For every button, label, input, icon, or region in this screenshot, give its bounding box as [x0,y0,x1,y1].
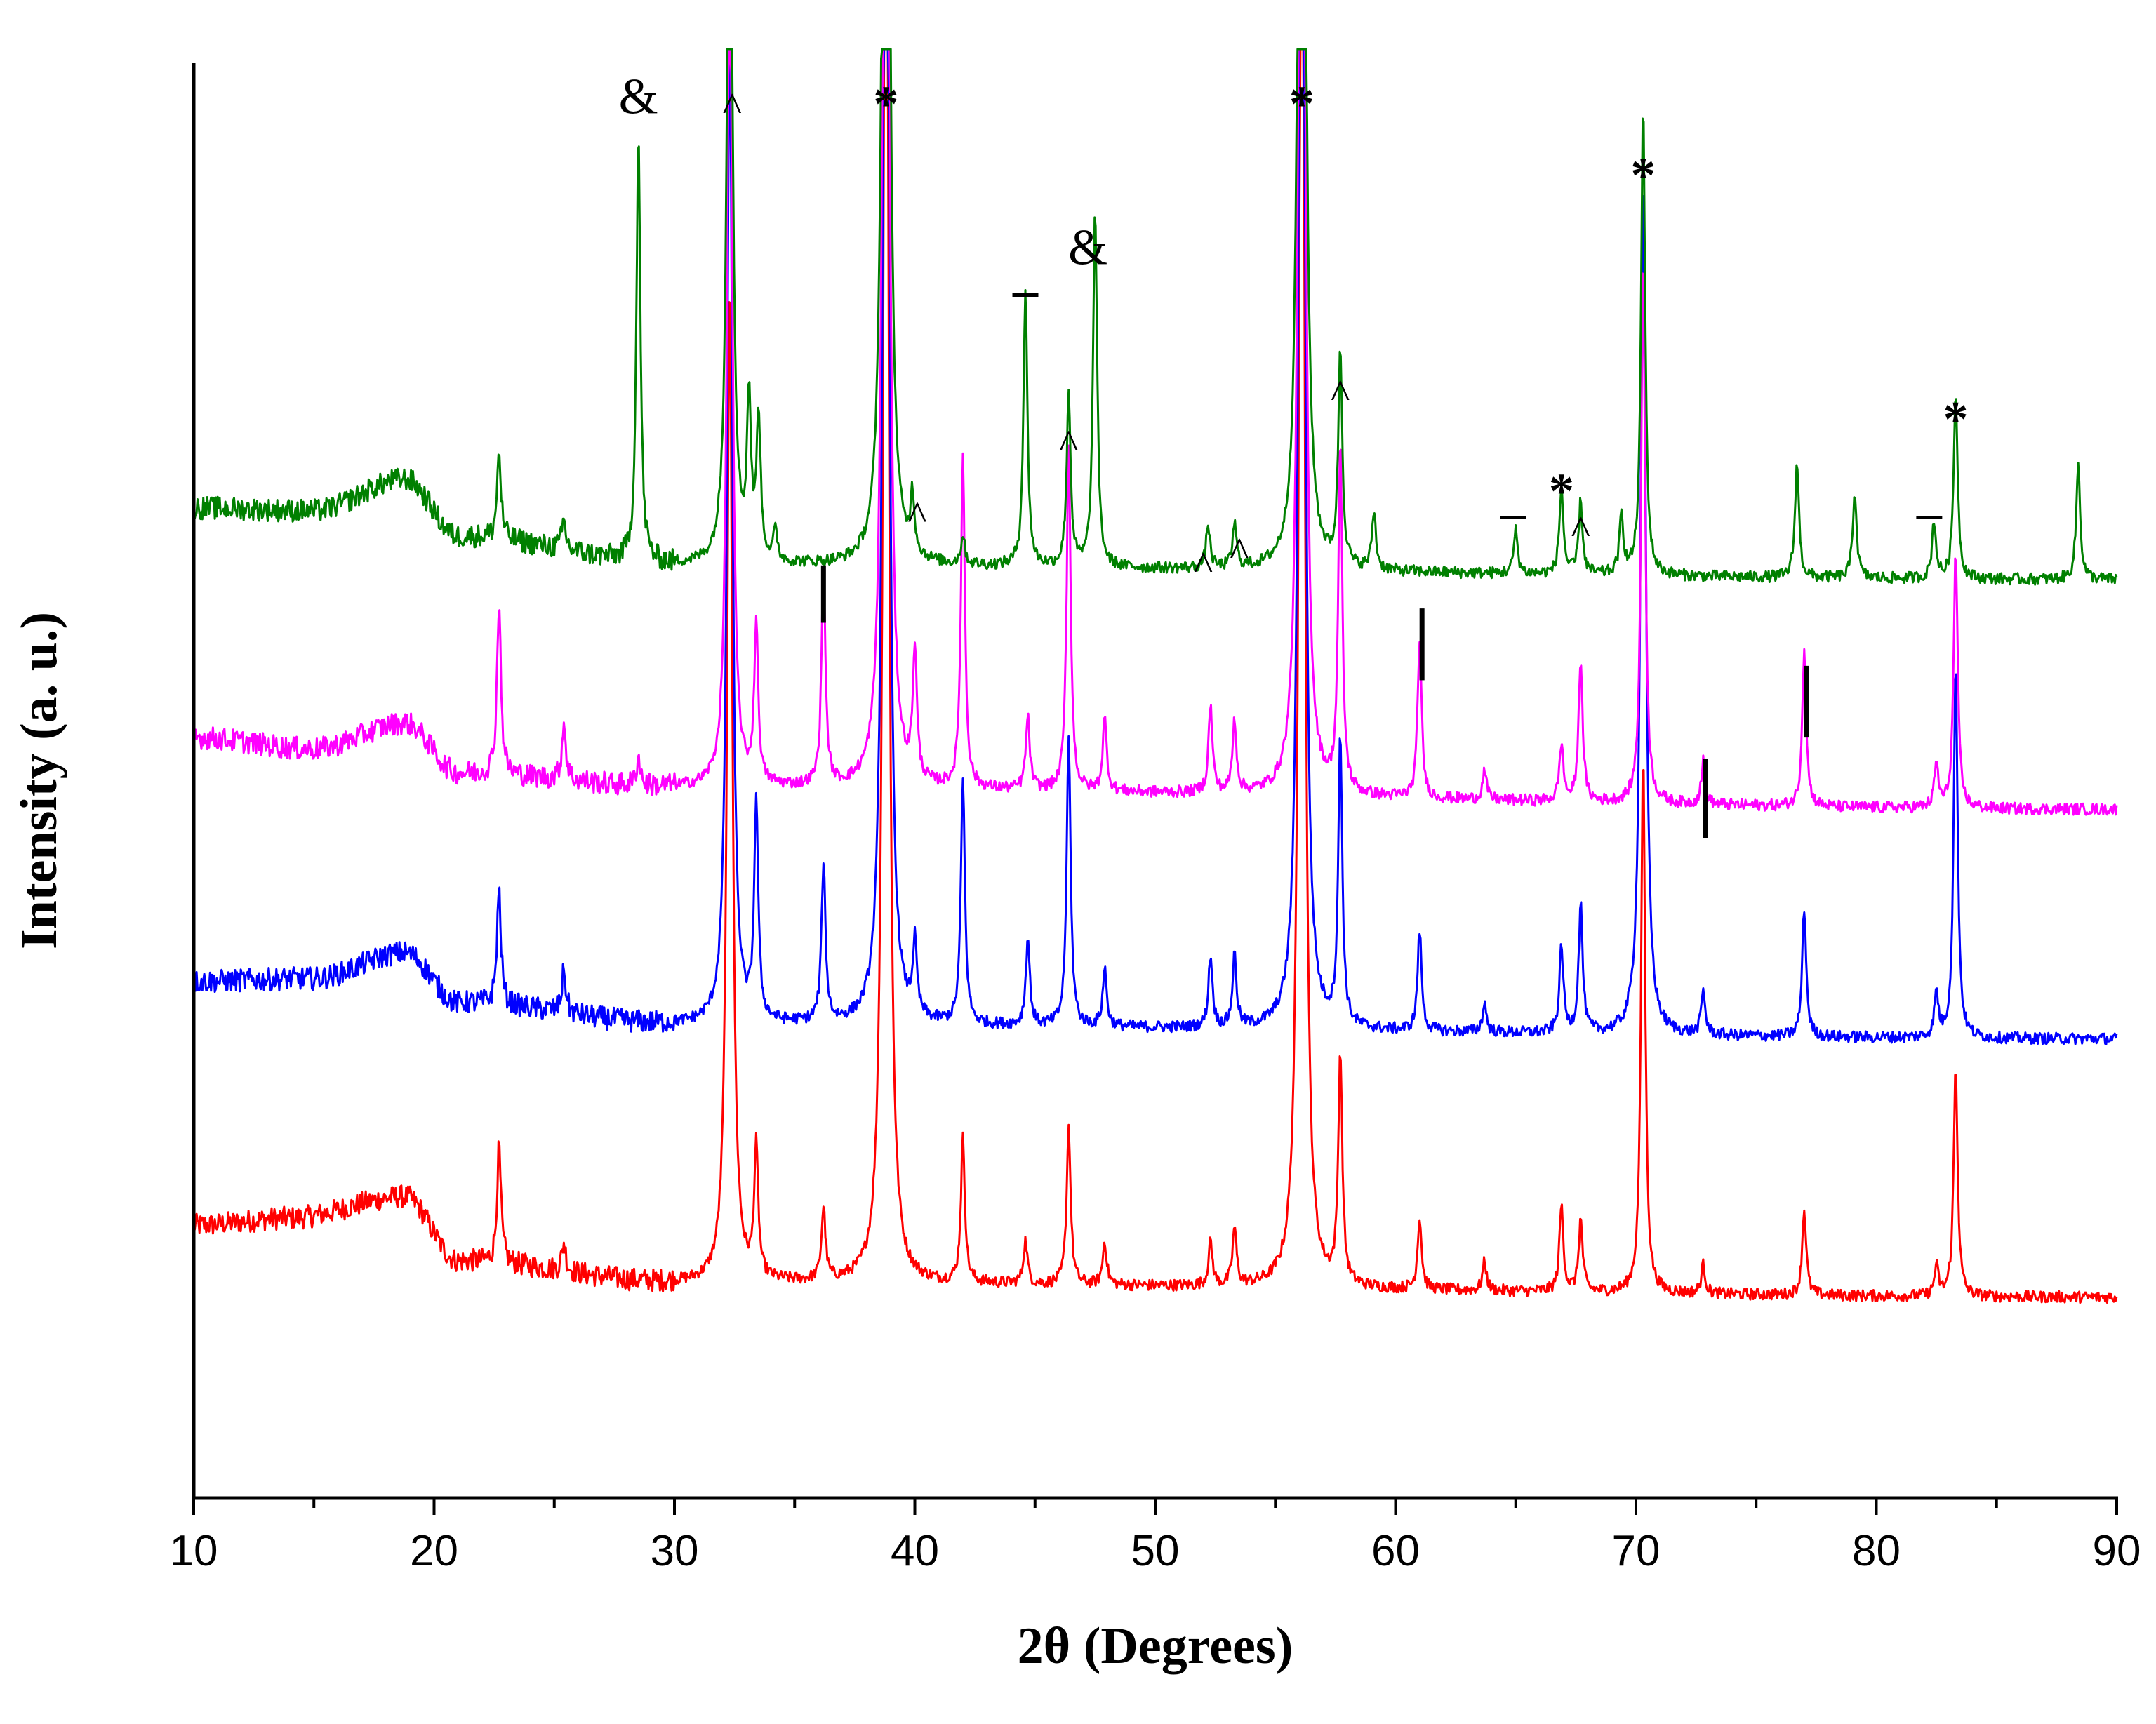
peak-marker-caret: ^ [1059,421,1078,467]
x-axis-ticks: 10 20 30 40 50 60 70 80 90 [170,1498,2141,1575]
peak-marker-caret: ^ [1194,543,1213,589]
peak-annotations: & ^ * **&–^^^^ ^– *^*– [619,69,1969,838]
x-axis-title: 2θ (Degrees) [1018,1617,1293,1675]
peak-marker-caret: ^ [1331,371,1350,417]
peak-marker-dash: – [1500,485,1526,541]
peak-marker-caret: ^ [907,493,926,539]
x-tick-label: 40 [891,1527,939,1575]
peak-marker-dash: – [1916,485,1943,541]
peak-marker-ast: * [873,76,898,132]
x-tick-label: 50 [1131,1527,1180,1575]
peak-marker-ast: * [1549,463,1574,519]
x-tick-label: 90 [2093,1527,2141,1575]
peak-marker-caret: ^ [1571,507,1590,553]
series-line-2 [192,48,2118,816]
x-tick-label: 30 [651,1527,699,1575]
peak-marker-dash: – [1012,262,1039,319]
peak-marker-amp: & [619,69,658,125]
peak-marker-ast: * [1630,147,1656,203]
series-line-0 [192,48,2118,1304]
y-axis-title: Intensity (a. u.) [11,612,68,949]
peak-marker-caret: ^ [1230,529,1249,575]
series-line-1 [193,48,2118,1045]
series-line-3 [192,48,2118,586]
peak-marker-caret: ^ [723,84,742,130]
x-tick-label: 70 [1612,1527,1661,1575]
plot-area [192,48,2118,1304]
peak-marker-ast: * [1289,76,1315,132]
x-tick-label: 60 [1371,1527,1420,1575]
x-tick-label: 20 [410,1527,458,1575]
x-tick-label: 80 [1852,1527,1901,1575]
peak-marker-amp: & [1068,219,1107,275]
peak-marker-ast: * [1943,392,1969,448]
x-tick-label: 10 [170,1527,218,1575]
